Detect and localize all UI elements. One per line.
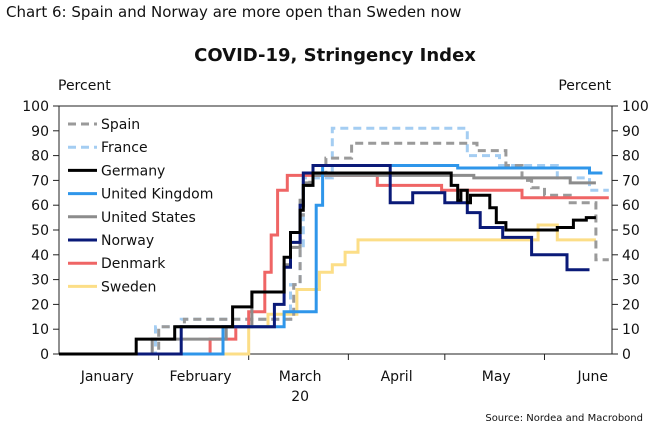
- x-tick-label: January: [80, 369, 134, 385]
- y-tick-label-right: 20: [622, 297, 640, 313]
- y-tick-label-left: 30: [31, 273, 49, 289]
- y-tick-label-right: 30: [622, 273, 640, 289]
- y-tick-label-right: 0: [622, 347, 631, 363]
- y-tick-label-left: 50: [31, 223, 49, 239]
- legend-label-norway: Norway: [101, 233, 154, 249]
- y-tick-label-right: 80: [622, 149, 640, 165]
- legend-label-united-kingdom: United Kingdom: [101, 187, 213, 203]
- legend-label-france: France: [101, 140, 148, 156]
- y-tick-label-left: 10: [31, 322, 49, 338]
- right-axis-unit: Percent: [558, 78, 611, 94]
- series-line-sweden: [59, 223, 596, 356]
- y-tick-label-left: 20: [31, 297, 49, 313]
- y-tick-label-right: 50: [622, 223, 640, 239]
- series-line-france: [59, 126, 609, 356]
- x-tick-label: March: [279, 369, 322, 385]
- legend-label-sweden: Sweden: [101, 279, 156, 295]
- y-tick-label-left: 0: [40, 347, 49, 363]
- series-line-norway: [59, 164, 590, 356]
- y-tick-label-right: 10: [622, 322, 640, 338]
- source-note: Source: Nordea and Macrobond: [485, 413, 643, 424]
- y-tick-label-left: 90: [31, 124, 49, 140]
- x-tick-label: February: [169, 369, 231, 385]
- y-tick-label-right: 100: [622, 99, 649, 115]
- series-lines: [59, 126, 609, 356]
- legend-label-united-states: United States: [101, 210, 196, 226]
- chart-header: Chart 6: Spain and Norway are more open …: [6, 3, 462, 21]
- axes: 0 0 10 10 20 20 30 30 40 40 50 50 60 60 70 70 80 80 90 90 10…: [22, 99, 648, 405]
- series-line-denmark: [59, 173, 609, 356]
- y-tick-label-left: 60: [31, 198, 49, 214]
- y-tick-label-right: 60: [622, 198, 640, 214]
- year-label: 20: [291, 389, 309, 405]
- chart-title: COVID-19, Stringency Index: [194, 45, 476, 66]
- y-tick-label-right: 40: [622, 248, 640, 264]
- series-line-germany: [59, 171, 596, 356]
- legend-label-denmark: Denmark: [101, 256, 166, 272]
- y-tick-label-right: 90: [622, 124, 640, 140]
- y-tick-label-left: 100: [22, 99, 49, 115]
- y-tick-label-left: 40: [31, 248, 49, 264]
- series-line-united-states: [59, 173, 596, 356]
- y-tick-label-right: 70: [622, 173, 640, 189]
- y-tick-label-left: 70: [31, 173, 49, 189]
- y-tick-label-left: 80: [31, 149, 49, 165]
- legend-label-germany: Germany: [101, 163, 165, 179]
- left-axis-unit: Percent: [58, 78, 111, 94]
- series-line-spain: [59, 141, 609, 356]
- x-tick-label: June: [576, 369, 608, 385]
- x-tick-label: May: [482, 369, 511, 385]
- x-tick-label: April: [381, 369, 413, 385]
- legend-label-spain: Spain: [101, 117, 140, 133]
- legend: Spain France Germany United Kingdom United S…: [68, 117, 213, 295]
